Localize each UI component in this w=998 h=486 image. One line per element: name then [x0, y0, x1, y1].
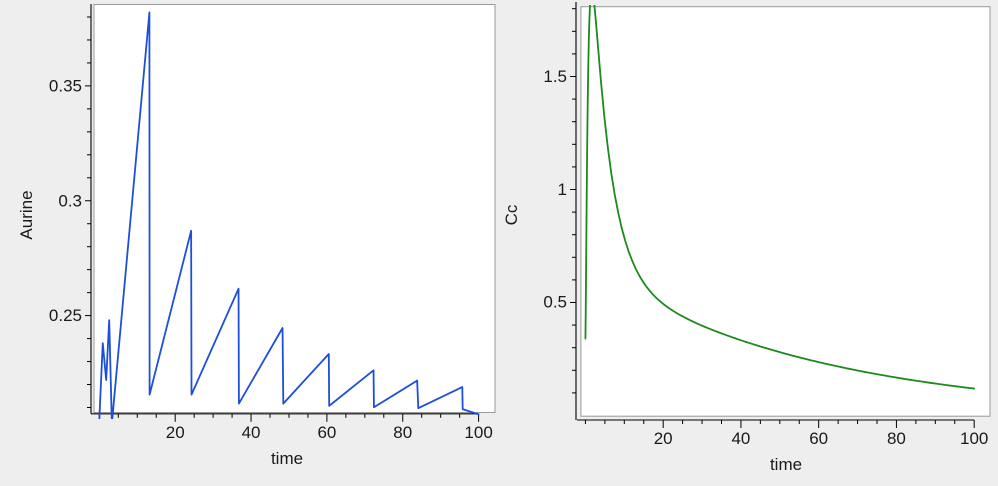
svg-text:time: time [770, 455, 802, 474]
svg-text:1: 1 [558, 180, 567, 199]
svg-text:time: time [271, 449, 303, 468]
svg-text:40: 40 [731, 429, 750, 448]
svg-text:60: 60 [809, 429, 828, 448]
svg-text:Cc: Cc [502, 204, 521, 225]
svg-text:40: 40 [242, 423, 261, 442]
svg-text:80: 80 [887, 429, 906, 448]
svg-text:0.25: 0.25 [49, 306, 82, 325]
svg-text:80: 80 [393, 423, 412, 442]
svg-text:0.5: 0.5 [543, 293, 567, 312]
svg-text:100: 100 [960, 429, 988, 448]
svg-text:20: 20 [166, 423, 185, 442]
svg-text:Aurine: Aurine [17, 190, 36, 239]
svg-text:100: 100 [464, 423, 492, 442]
svg-text:20: 20 [654, 429, 673, 448]
svg-text:60: 60 [317, 423, 336, 442]
svg-text:0.3: 0.3 [58, 191, 82, 210]
svg-text:1.5: 1.5 [543, 67, 567, 86]
svg-text:0.35: 0.35 [49, 77, 82, 96]
